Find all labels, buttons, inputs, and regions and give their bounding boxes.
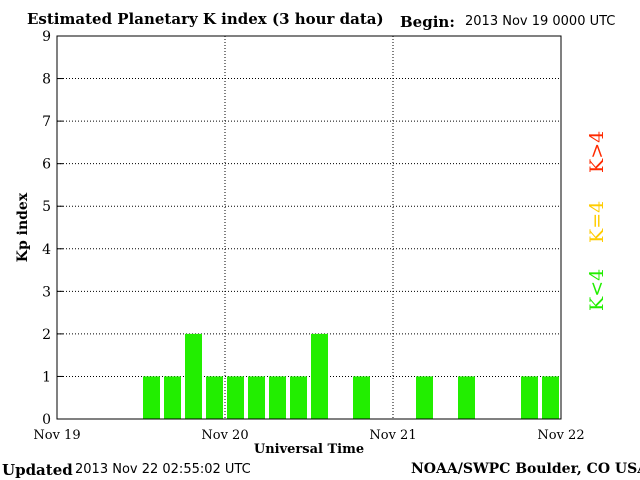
bars bbox=[143, 333, 559, 419]
x-tick-label: Nov 22 bbox=[537, 428, 584, 443]
y-tick-label: 9 bbox=[42, 29, 51, 45]
kp-bar bbox=[521, 376, 538, 419]
y-tick-label: 8 bbox=[42, 72, 51, 88]
updated-label: Updated bbox=[2, 461, 73, 479]
x-tick-label: Nov 20 bbox=[201, 428, 248, 443]
x-axis-label: Universal Time bbox=[254, 442, 364, 457]
x-tick-label: Nov 21 bbox=[369, 428, 416, 443]
kp-bar bbox=[311, 333, 328, 419]
updated-timestamp: 2013 Nov 22 02:55:02 UTC bbox=[75, 462, 251, 477]
kp-bar bbox=[185, 333, 202, 419]
begin-label: Begin: bbox=[400, 13, 455, 31]
legend-k-equals-4: K=4 bbox=[586, 200, 608, 243]
y-tick-label: 4 bbox=[42, 242, 51, 258]
y-tick-label: 7 bbox=[42, 114, 51, 130]
kp-bar bbox=[143, 376, 160, 419]
y-tick-label: 6 bbox=[42, 157, 51, 173]
y-tick-label: 1 bbox=[42, 369, 51, 385]
y-tick-label: 3 bbox=[42, 284, 51, 300]
credit-text: NOAA/SWPC Boulder, CO USA bbox=[411, 461, 640, 477]
plot-frame bbox=[56, 35, 562, 420]
legend: K>4 K=4 K<4 bbox=[586, 120, 616, 320]
chart-title: Estimated Planetary K index (3 hour data… bbox=[27, 10, 384, 28]
begin-value: 2013 Nov 19 0000 UTC bbox=[465, 14, 616, 29]
legend-k-above-4: K>4 bbox=[586, 130, 608, 173]
y-tick-label: 2 bbox=[42, 327, 51, 343]
kp-bar bbox=[248, 376, 265, 419]
kp-bar bbox=[290, 376, 307, 419]
kp-bar bbox=[353, 376, 370, 419]
legend-k-below-4: K<4 bbox=[586, 268, 608, 311]
y-axis-label: Kp index bbox=[15, 192, 31, 262]
x-ticks: Nov 19 Nov 20 Nov 21 Nov 22 bbox=[33, 428, 584, 443]
kp-bar bbox=[227, 376, 244, 419]
kp-bar bbox=[416, 376, 433, 419]
y-tick-label: 0 bbox=[42, 412, 51, 428]
kp-bar bbox=[458, 376, 475, 419]
kp-bar bbox=[206, 376, 223, 419]
x-tick-label: Nov 19 bbox=[33, 428, 80, 443]
grid-lines bbox=[57, 36, 561, 419]
kp-bar bbox=[164, 376, 181, 419]
kp-bar bbox=[269, 376, 286, 419]
kp-bar bbox=[542, 376, 559, 419]
y-tick-label: 5 bbox=[42, 199, 51, 215]
y-ticks: 0 1 2 3 4 5 6 7 8 9 bbox=[42, 29, 63, 428]
